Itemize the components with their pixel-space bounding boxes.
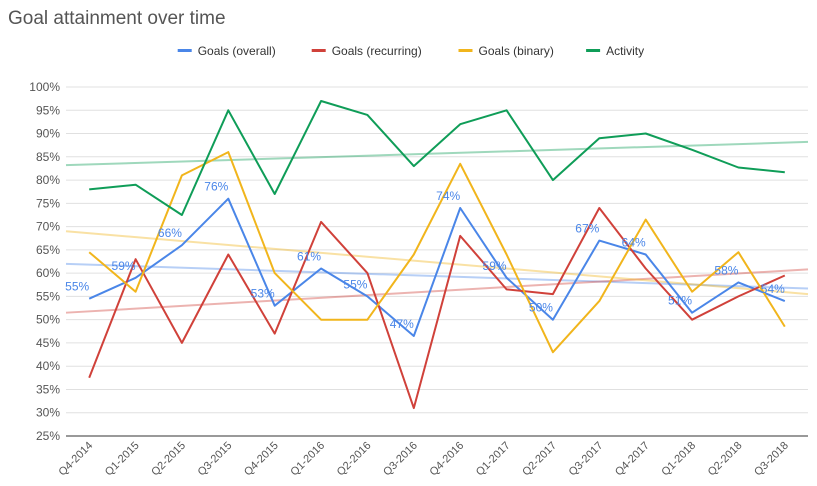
data-label: 51% [668,294,692,308]
y-tick-label: 45% [36,336,60,350]
series-lines [88,100,786,410]
y-tick-label: 100% [29,80,60,94]
x-tick-label: Q1-2015 [103,440,142,479]
x-tick-label: Q3-2016 [381,440,420,479]
legend-entry-0: Goals (overall) [198,44,276,58]
data-label: 58% [714,263,738,277]
x-tick-label: Q1-2018 [659,440,698,479]
y-tick-label: 80% [36,173,60,187]
x-tick-label: Q4-2015 [242,440,281,479]
y-tick-label: 30% [36,406,60,420]
series-line-1 [88,207,786,410]
data-label: 54% [761,282,785,296]
y-tick-label: 25% [36,429,60,443]
data-label: 64% [622,236,646,250]
data-label: 59% [112,259,136,273]
data-label: 67% [575,222,599,236]
trendline-2 [65,230,809,296]
x-tick-label: Q2-2018 [706,440,745,479]
data-label: 61% [297,249,321,263]
data-label: 47% [390,317,414,331]
trendlines [65,140,809,314]
series-line-3 [89,100,785,216]
x-tick-label: Q3-2018 [752,440,791,479]
x-tick-label: Q2-2016 [335,440,374,479]
legend-swatch [177,49,192,52]
x-tick-label: Q3-2017 [567,440,606,479]
chart-title: Goal attainment over time [8,8,226,29]
y-tick-label: 55% [36,289,60,303]
data-label: 55% [343,277,367,291]
legend: Goals (overall) Goals (recurring) Goals (b… [177,44,644,58]
x-tick-label: Q1-2016 [288,440,327,479]
legend-swatch [311,49,326,52]
legend-swatch [458,49,473,52]
trendline-0 [65,262,809,290]
trendline-3 [65,140,809,167]
x-tick-label: Q2-2015 [149,440,188,479]
legend-entry-1: Goals (recurring) [332,44,422,58]
legend-entry-2: Goals (binary) [479,44,554,58]
legend-swatch [586,49,601,52]
y-tick-label: 90% [36,127,60,141]
y-tick-label: 40% [36,359,60,373]
x-tick-label: Q4-2016 [428,440,467,479]
trendline-1 [65,268,809,314]
x-tick-label: Q4-2014 [57,440,96,479]
y-tick-label: 65% [36,243,60,257]
y-tick-label: 70% [36,220,60,234]
x-tick-label: Q2-2017 [520,440,559,479]
legend-entry-3: Activity [606,44,644,58]
x-tick-label: Q1-2017 [474,440,513,479]
y-tick-label: 85% [36,150,60,164]
x-tick-label: Q4-2017 [613,440,652,479]
data-labels: 55% 59% 66% 76% 53% 61% 55% 47% 74% 59% 50% 67% 64% 5… [65,180,785,331]
y-tick-label: 50% [36,313,60,327]
data-label: 55% [65,280,89,294]
y-tick-label: 60% [36,266,60,280]
y-tick-label: 35% [36,382,60,396]
y-tick-label: 95% [36,103,60,117]
data-label: 53% [251,287,275,301]
data-label: 50% [529,301,553,315]
series-line-0 [88,197,786,337]
y-tick-label: 75% [36,196,60,210]
data-label: 76% [204,180,228,194]
data-label: 66% [158,226,182,240]
x-tick-label: Q3-2015 [196,440,235,479]
y-axis: 25% 30% 35% 40% 45% 50% 55% 60% 65% 70% 75% 80% 85% 9… [29,80,60,443]
data-label: 59% [483,259,507,273]
data-label: 74% [436,189,460,203]
gridlines [66,86,808,437]
x-axis: Q4-2014 Q1-2015 Q2-2015 Q3-2015 Q4-2015 Q1-20… [57,440,791,479]
